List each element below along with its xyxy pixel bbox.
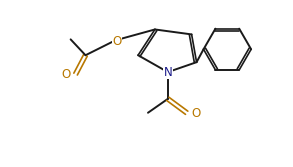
Text: N: N: [163, 66, 172, 79]
Text: O: O: [62, 68, 71, 81]
Text: O: O: [113, 35, 122, 48]
Text: O: O: [192, 107, 201, 120]
